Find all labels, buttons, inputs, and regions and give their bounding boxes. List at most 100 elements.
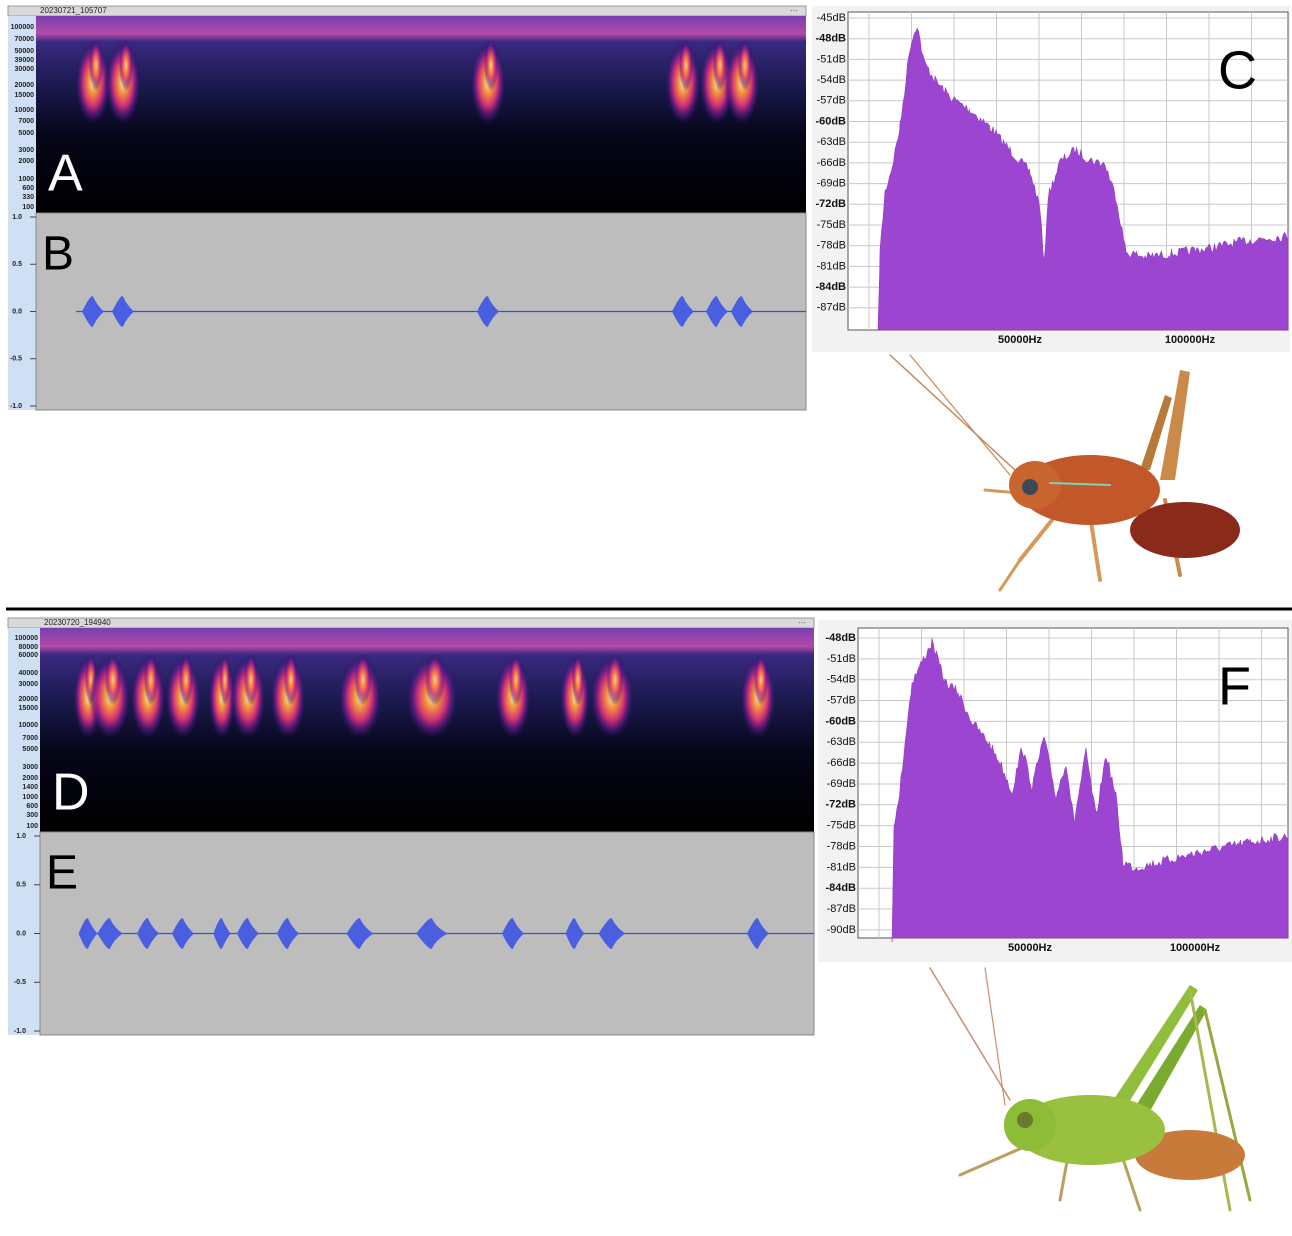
db-tick: -84dB (815, 281, 846, 293)
frequency-tick: 80000 (19, 644, 39, 651)
track-menu: ··· (798, 618, 806, 627)
frequency-tick: 5000 (18, 130, 34, 137)
db-tick: -75dB (827, 820, 856, 832)
frequency-tick: 3000 (18, 147, 34, 154)
db-tick: -54dB (827, 674, 856, 686)
db-tick: -60dB (825, 715, 856, 727)
frequency-tick: 30000 (15, 66, 35, 73)
db-tick: -78dB (817, 240, 846, 252)
amplitude-tick: 0.5 (16, 882, 26, 889)
call-blob (179, 653, 193, 705)
insect-photo (890, 355, 1240, 590)
frequency-tick: 10000 (15, 107, 35, 114)
panel-label: A (48, 145, 83, 203)
frequency-tick: 2000 (18, 158, 34, 165)
call-blob (144, 653, 158, 705)
frequency-tick: 5000 (22, 746, 38, 753)
frequency-tick: 15000 (15, 92, 35, 99)
amplitude-tick: -1.0 (14, 1028, 26, 1035)
panel-label: F (1218, 656, 1251, 716)
panel-label: C (1218, 40, 1257, 100)
db-tick: -54dB (817, 74, 846, 86)
panel-label: E (46, 847, 78, 900)
frequency-tick: 1000 (18, 176, 34, 183)
amplitude-tick: 1.0 (12, 214, 22, 221)
db-tick: -81dB (817, 260, 846, 272)
call-blob (105, 653, 121, 705)
db-tick: -57dB (817, 95, 846, 107)
frequency-tick: 330 (22, 194, 34, 201)
frequency-tick: 100000 (11, 24, 34, 31)
call-blob (679, 39, 693, 91)
amplitude-tick: -0.5 (14, 979, 26, 986)
db-tick: -66dB (827, 757, 856, 769)
ruler (8, 628, 40, 1035)
panel-label: D (52, 764, 90, 822)
track-name: 20230720_194940 (44, 618, 111, 627)
call-blob (607, 653, 624, 705)
db-tick: -45dB (817, 12, 846, 24)
db-tick: -87dB (817, 302, 846, 314)
db-tick: -69dB (827, 778, 856, 790)
frequency-tick: 100000 (15, 635, 38, 642)
call-blob (484, 39, 498, 91)
figure: 20230721_105707···1000007000050000390003… (0, 0, 1292, 1236)
hz-tick: 50000Hz (998, 334, 1043, 346)
hz-tick: 100000Hz (1170, 942, 1221, 954)
frequency-tick: 7000 (22, 735, 38, 742)
db-tick: -75dB (817, 219, 846, 231)
frequency-tick: 3000 (22, 764, 38, 771)
panel-label: B (42, 228, 74, 281)
frequency-tick: 30000 (19, 681, 39, 688)
frequency-tick: 10000 (19, 722, 39, 729)
amplitude-tick: 0.5 (12, 261, 22, 268)
call-blob (738, 39, 752, 91)
insect-photo (930, 968, 1250, 1210)
db-tick: -48dB (825, 632, 856, 644)
db-tick: -63dB (827, 736, 856, 748)
frequency-tick: 20000 (19, 696, 39, 703)
call-blob (425, 653, 445, 705)
frequency-tick: 600 (22, 185, 34, 192)
amplitude-tick: -0.5 (10, 356, 22, 363)
frequency-tick: 2000 (22, 775, 38, 782)
call-blob (119, 39, 133, 91)
frequency-tick: 70000 (15, 36, 35, 43)
db-tick: -51dB (817, 53, 846, 65)
frequency-tick: 600 (26, 803, 38, 810)
frequency-tick: 100 (22, 204, 34, 211)
db-tick: -72dB (825, 799, 856, 811)
frequency-tick: 300 (26, 812, 38, 819)
frequency-tick: 40000 (19, 670, 39, 677)
track-menu: ··· (790, 6, 798, 15)
call-blob (89, 39, 103, 91)
db-tick: -63dB (817, 136, 846, 148)
amplitude-tick: 0.0 (12, 308, 22, 315)
db-tick: -60dB (815, 115, 846, 127)
call-blob (284, 653, 298, 705)
db-tick: -90dB (827, 924, 856, 936)
db-tick: -84dB (825, 882, 856, 894)
db-tick: -72dB (815, 198, 846, 210)
frequency-tick: 20000 (15, 82, 35, 89)
call-blob (509, 653, 523, 705)
db-tick: -51dB (827, 653, 856, 665)
amplitude-tick: 0.0 (16, 930, 26, 937)
db-tick: -78dB (827, 840, 856, 852)
db-tick: -81dB (827, 861, 856, 873)
hz-tick: 100000Hz (1165, 334, 1216, 346)
db-tick: -66dB (817, 157, 846, 169)
call-blob (572, 653, 584, 705)
track-header (8, 6, 806, 16)
db-tick: -57dB (827, 694, 856, 706)
call-blob (754, 653, 768, 705)
amplitude-tick: -1.0 (10, 403, 22, 410)
frequency-tick: 1000 (22, 794, 38, 801)
frequency-tick: 100 (26, 823, 38, 830)
frequency-tick: 39000 (15, 57, 35, 64)
db-tick: -69dB (817, 178, 846, 190)
track-header (8, 618, 814, 628)
hz-tick: 50000Hz (1008, 942, 1053, 954)
db-tick: -87dB (827, 903, 856, 915)
frequency-tick: 7000 (18, 118, 34, 125)
